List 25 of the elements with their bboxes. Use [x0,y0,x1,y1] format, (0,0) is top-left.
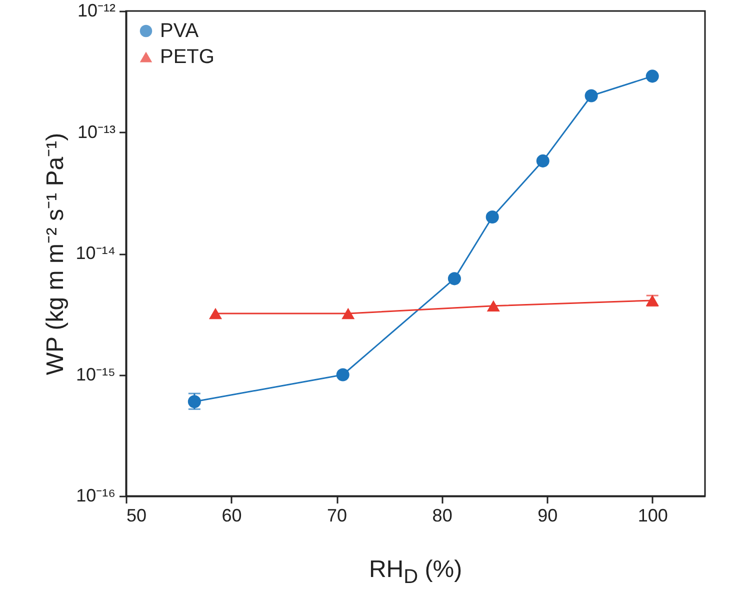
point [486,210,499,224]
point [536,154,550,168]
x-tick-label: 80 [432,506,452,526]
y-tick-label: 10⁻¹⁴ [76,243,116,263]
x-tick-label: 60 [222,506,242,526]
point [584,89,598,102]
x-tick-label: 90 [538,506,558,526]
y-tick-label: 10⁻¹² [77,0,116,20]
x-tick-label: 50 [126,506,147,526]
point [486,300,500,312]
point [188,395,201,408]
y-axis-title: WP (kg m m⁻² s⁻¹ Pa⁻¹) [42,132,69,376]
x-axis-title: RH$_{D}$ (%) [368,556,464,589]
point [646,70,659,83]
point [336,368,350,382]
y-tick-label: 10⁻¹⁵ [76,364,116,384]
point [208,308,222,320]
x-tick-label: 100 [638,506,668,526]
y-tick-label: 10⁻¹⁶ [76,486,116,506]
legend-label: PETG [160,46,214,68]
y-tick-label: 10⁻¹³ [77,122,116,142]
point [342,308,355,320]
x-tick-label: 70 [327,506,348,526]
point [448,272,461,286]
legend-label: PVA [160,20,200,42]
